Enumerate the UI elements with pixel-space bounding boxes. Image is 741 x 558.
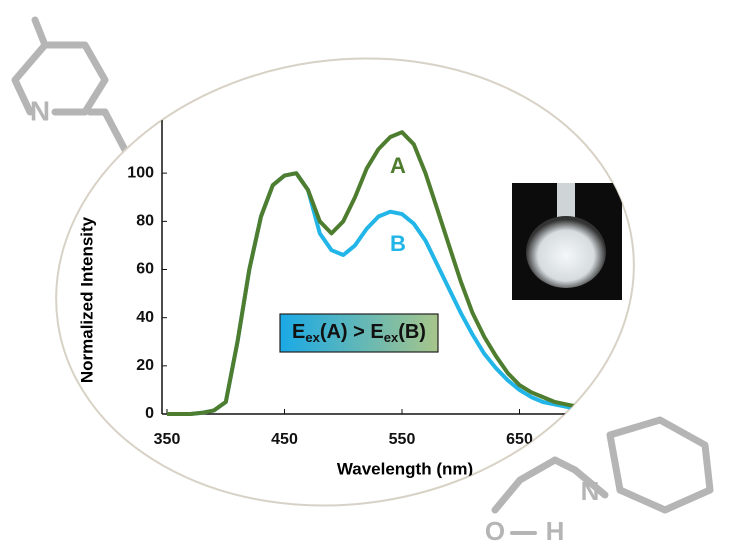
x-tick-label: 650 bbox=[506, 431, 533, 448]
atom-label: O bbox=[485, 516, 505, 546]
y-tick-label: 0 bbox=[145, 405, 154, 422]
annotation-subscript: ex bbox=[305, 330, 320, 345]
series-line bbox=[167, 130, 637, 416]
annotation: Eex(A) > Eex(B) bbox=[292, 321, 426, 345]
annotation-text: (B) bbox=[398, 321, 426, 343]
flask-neck bbox=[557, 183, 575, 218]
annotation-text: E bbox=[292, 321, 305, 343]
flask-body bbox=[526, 216, 606, 288]
y-tick-label: 60 bbox=[136, 261, 154, 278]
y-tick-label: 100 bbox=[127, 164, 154, 181]
y-tick-label: 40 bbox=[136, 309, 154, 326]
y-tick-label: 20 bbox=[136, 357, 154, 374]
x-tick-label: 750 bbox=[624, 431, 651, 448]
y-axis-label: Normalized Intensity bbox=[77, 216, 96, 383]
frame-ellipse bbox=[55, 57, 635, 507]
x-axis-label: Wavelength (nm) bbox=[337, 459, 473, 478]
x-tick-label: 450 bbox=[271, 431, 298, 448]
y-tick-label: 80 bbox=[136, 213, 154, 230]
annotation-text: (A) > E bbox=[320, 321, 384, 343]
atom-label: N bbox=[30, 95, 50, 126]
series-label: A bbox=[390, 153, 406, 178]
atom-label: H bbox=[546, 516, 565, 546]
series-label: B bbox=[390, 231, 406, 256]
atom-label: N bbox=[581, 476, 600, 506]
annotation-subscript: ex bbox=[384, 330, 399, 345]
plot: 0 20 40 60 80 100 350 450 550 650 750 Wavelength (n… bbox=[77, 120, 664, 478]
molecule-pyridine: N bbox=[11, 16, 129, 154]
annotation-box bbox=[279, 313, 439, 353]
x-tick-label: 350 bbox=[154, 431, 181, 448]
molecule-benzimidazole: N O H bbox=[485, 416, 714, 546]
inset-photo bbox=[512, 183, 622, 300]
x-tick-label: 550 bbox=[389, 431, 416, 448]
